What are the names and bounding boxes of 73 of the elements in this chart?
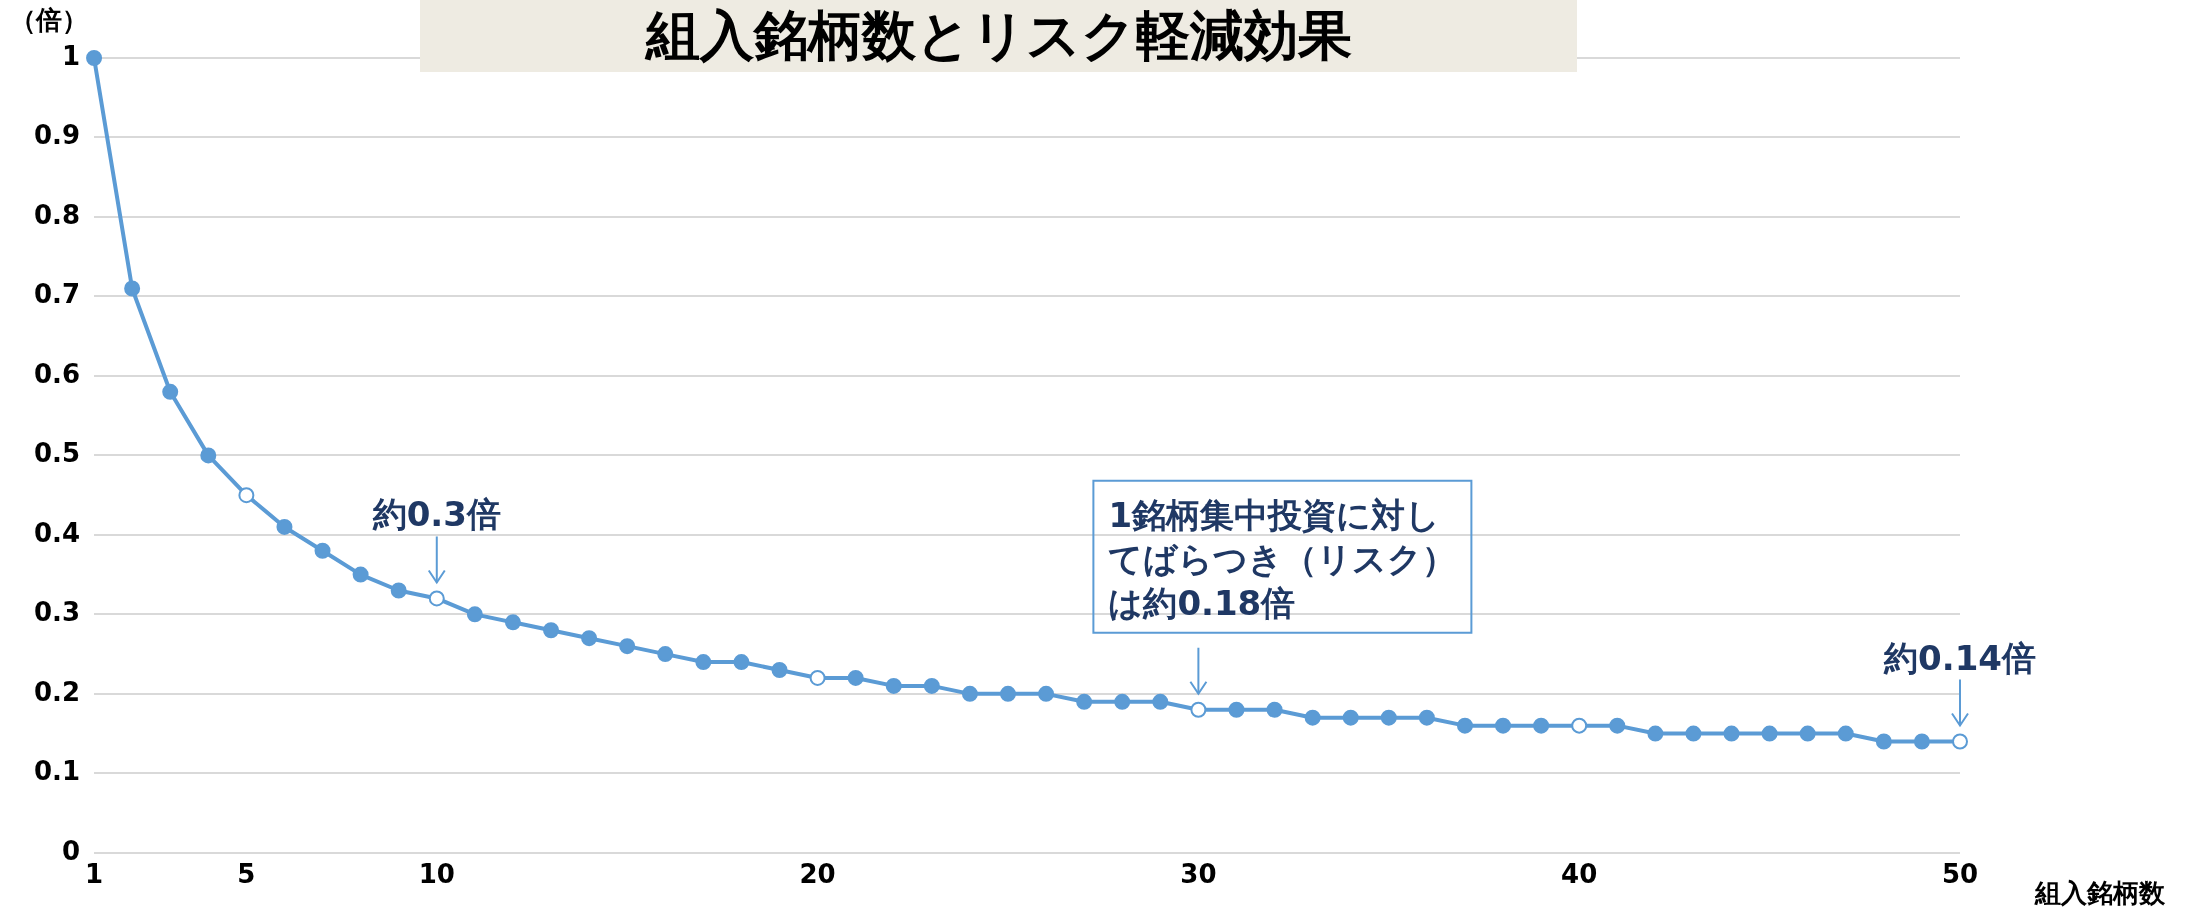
- point: [86, 50, 103, 66]
- point: [809, 669, 826, 686]
- y-tick-label: 1: [61, 40, 81, 71]
- y-tick-label: 0.4: [34, 517, 81, 548]
- point: [1190, 701, 1207, 718]
- annotation: 約0.14倍: [1883, 637, 2036, 678]
- point: [314, 542, 331, 559]
- point: [1533, 717, 1550, 734]
- point: [1609, 717, 1626, 734]
- point: [1038, 685, 1055, 702]
- point: [1723, 725, 1740, 742]
- y-tick-label: 0.6: [34, 358, 81, 389]
- point: [1418, 709, 1435, 726]
- point: [923, 677, 940, 694]
- y-tick-label: 0.7: [34, 279, 81, 310]
- point: [1114, 693, 1131, 710]
- point: [1799, 725, 1816, 742]
- point: [581, 630, 598, 647]
- point: [847, 669, 864, 686]
- point: [733, 654, 750, 671]
- y-tick-label: 0.9: [34, 120, 81, 151]
- point: [1266, 701, 1283, 718]
- point: [162, 383, 179, 400]
- point: [543, 622, 560, 639]
- y-tick-label: 0: [61, 835, 81, 866]
- y-tick-label: 0.3: [34, 597, 81, 628]
- x-tick-label: 10: [418, 859, 455, 890]
- point: [1952, 733, 1968, 750]
- x-tick-label: 40: [1561, 859, 1598, 890]
- annotation: 約0.3倍: [371, 494, 501, 535]
- point: [1152, 693, 1169, 710]
- point: [619, 638, 636, 655]
- point: [1913, 733, 1930, 750]
- y-tick-label: 0.8: [34, 199, 81, 230]
- point: [885, 677, 902, 694]
- point: [1761, 725, 1778, 742]
- point: [1571, 717, 1588, 734]
- x-axis-title: 組入銘柄数: [2034, 877, 2166, 908]
- point: [276, 518, 293, 535]
- point: [1076, 693, 1093, 710]
- x-tick-label: 50: [1941, 859, 1979, 890]
- x-tick-label: 20: [799, 859, 836, 890]
- point: [238, 487, 255, 504]
- point: [466, 606, 483, 623]
- point: [771, 662, 788, 678]
- y-tick-label: 0.1: [34, 756, 81, 787]
- point: [1228, 701, 1245, 718]
- point: [504, 614, 521, 631]
- point: [1380, 709, 1397, 726]
- point: [999, 685, 1016, 702]
- x-tick-label: 5: [237, 859, 256, 890]
- annotation: 1銘柄集中投資に対してばらつき（リスク）は約0.18倍: [1108, 494, 1457, 623]
- point: [1304, 709, 1321, 726]
- y-tick-label: 0.5: [34, 438, 81, 469]
- point: [390, 582, 407, 599]
- point: [1875, 733, 1892, 750]
- point: [1837, 725, 1854, 742]
- point: [657, 646, 674, 663]
- y-axis-title: （倍）: [10, 4, 88, 35]
- point: [1342, 709, 1359, 726]
- x-tick-label: 1: [85, 859, 104, 890]
- point: [428, 590, 445, 607]
- point: [1456, 717, 1473, 734]
- point: [200, 447, 217, 464]
- point: [961, 685, 978, 702]
- point: [124, 280, 141, 297]
- x-tick-label: 30: [1180, 859, 1217, 890]
- point: [1685, 725, 1702, 742]
- point: [695, 654, 712, 671]
- point: [1495, 717, 1512, 734]
- point: [352, 566, 369, 583]
- y-tick-label: 0.2: [34, 676, 81, 707]
- point: [1647, 725, 1664, 742]
